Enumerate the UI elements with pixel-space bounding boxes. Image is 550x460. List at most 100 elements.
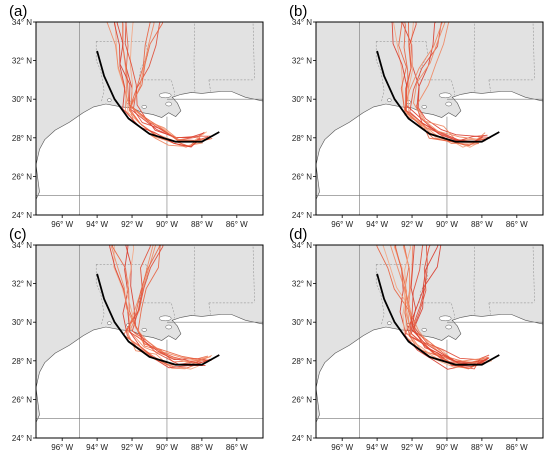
lon-label: 96° W: [51, 220, 73, 229]
lake: [445, 101, 452, 107]
lat-label: 30° N: [292, 95, 312, 104]
lake: [387, 321, 392, 325]
lat-label: 26° N: [12, 395, 32, 404]
state-border: [252, 245, 255, 303]
panel-label: (a): [9, 3, 27, 20]
lake: [141, 105, 148, 109]
ensemble-track: [109, 245, 206, 369]
observed-track: [376, 50, 500, 143]
state-border: [252, 22, 255, 80]
lon-label: 92° W: [401, 443, 423, 452]
ensemble-track: [404, 245, 485, 370]
lat-label: 26° N: [12, 172, 32, 181]
land: [36, 22, 263, 165]
panel-frame: [35, 21, 264, 216]
map-area: [36, 22, 263, 215]
ensemble-track: [390, 245, 488, 363]
lon-label: 96° W: [331, 443, 353, 452]
lat-label: 32° N: [12, 280, 32, 289]
ensemble-track: [410, 245, 490, 366]
lake: [107, 98, 112, 102]
lat-label: 30° N: [12, 95, 32, 104]
ensemble-track: [126, 245, 199, 370]
lake: [421, 328, 428, 332]
lake: [107, 321, 112, 325]
lat-label: 24° N: [292, 434, 312, 443]
state-border: [193, 22, 196, 92]
lon-label: 94° W: [366, 443, 388, 452]
ensemble-track: [110, 245, 212, 361]
map-area: [316, 22, 543, 215]
observed-track: [376, 273, 500, 366]
ensemble-track: [124, 22, 214, 139]
lon-label: 90° W: [156, 443, 178, 452]
lat-label: 28° N: [292, 134, 312, 143]
state-border: [488, 79, 491, 92]
state-border: [473, 22, 476, 92]
lon-label: 92° W: [121, 443, 143, 452]
ensemble-track: [113, 245, 213, 366]
lon-label: 92° W: [121, 220, 143, 229]
lon-label: 94° W: [366, 220, 388, 229]
lake: [438, 92, 452, 99]
state-border: [532, 22, 535, 80]
observed-track: [96, 273, 220, 366]
lon-label: 86° W: [506, 220, 528, 229]
lake: [158, 92, 172, 99]
state-border: [208, 79, 211, 92]
ensemble-track: [413, 22, 486, 140]
ensemble-track: [126, 245, 208, 365]
lon-label: 96° W: [51, 443, 73, 452]
lake: [165, 324, 172, 330]
lake: [387, 98, 392, 102]
lat-label: 24° N: [12, 211, 32, 220]
lon-label: 86° W: [506, 443, 528, 452]
panel-label: (d): [289, 226, 307, 243]
lat-label: 24° N: [12, 434, 32, 443]
land: [36, 245, 263, 388]
lon-label: 88° W: [191, 443, 213, 452]
ensemble-track: [405, 22, 483, 143]
ensemble-track: [405, 22, 482, 147]
panel-frame: [315, 244, 544, 439]
lon-label: 90° W: [436, 443, 458, 452]
lat-label: 32° N: [292, 280, 312, 289]
lake: [158, 315, 172, 322]
lon-label: 88° W: [471, 443, 493, 452]
state-border: [473, 245, 476, 315]
lon-label: 92° W: [401, 220, 423, 229]
ensemble-track: [114, 22, 201, 148]
map-area: [316, 245, 543, 438]
panel-a: 34° N 32° N 30° N 28° N 26° N 24° N 96° W 94° W…: [9, 3, 264, 229]
ensemble-track: [131, 245, 211, 364]
panel-frame: [35, 244, 264, 439]
ensemble-track: [410, 245, 484, 364]
state-border: [375, 41, 385, 102]
lat-label: 26° N: [292, 395, 312, 404]
panel-label: (b): [289, 3, 307, 20]
lon-label: 86° W: [226, 443, 248, 452]
state-border: [208, 302, 211, 315]
ensemble-track: [111, 245, 208, 360]
lat-label: 26° N: [292, 172, 312, 181]
panel-label: (c): [9, 226, 27, 243]
state-border: [95, 264, 105, 325]
observed-track: [96, 50, 220, 143]
lat-label: 32° N: [12, 57, 32, 66]
ensemble-track: [130, 22, 209, 142]
state-border: [488, 302, 491, 315]
lat-label: 32° N: [292, 57, 312, 66]
state-border: [532, 245, 535, 303]
lon-label: 90° W: [436, 220, 458, 229]
lon-label: 94° W: [86, 443, 108, 452]
lon-label: 96° W: [331, 220, 353, 229]
lake: [165, 101, 172, 107]
lon-label: 86° W: [226, 220, 248, 229]
state-border: [95, 41, 105, 102]
ensemble-track: [412, 245, 490, 361]
lat-label: 28° N: [12, 134, 32, 143]
map-area: [36, 245, 263, 438]
lat-label: 30° N: [12, 318, 32, 327]
lat-label: 28° N: [292, 357, 312, 366]
